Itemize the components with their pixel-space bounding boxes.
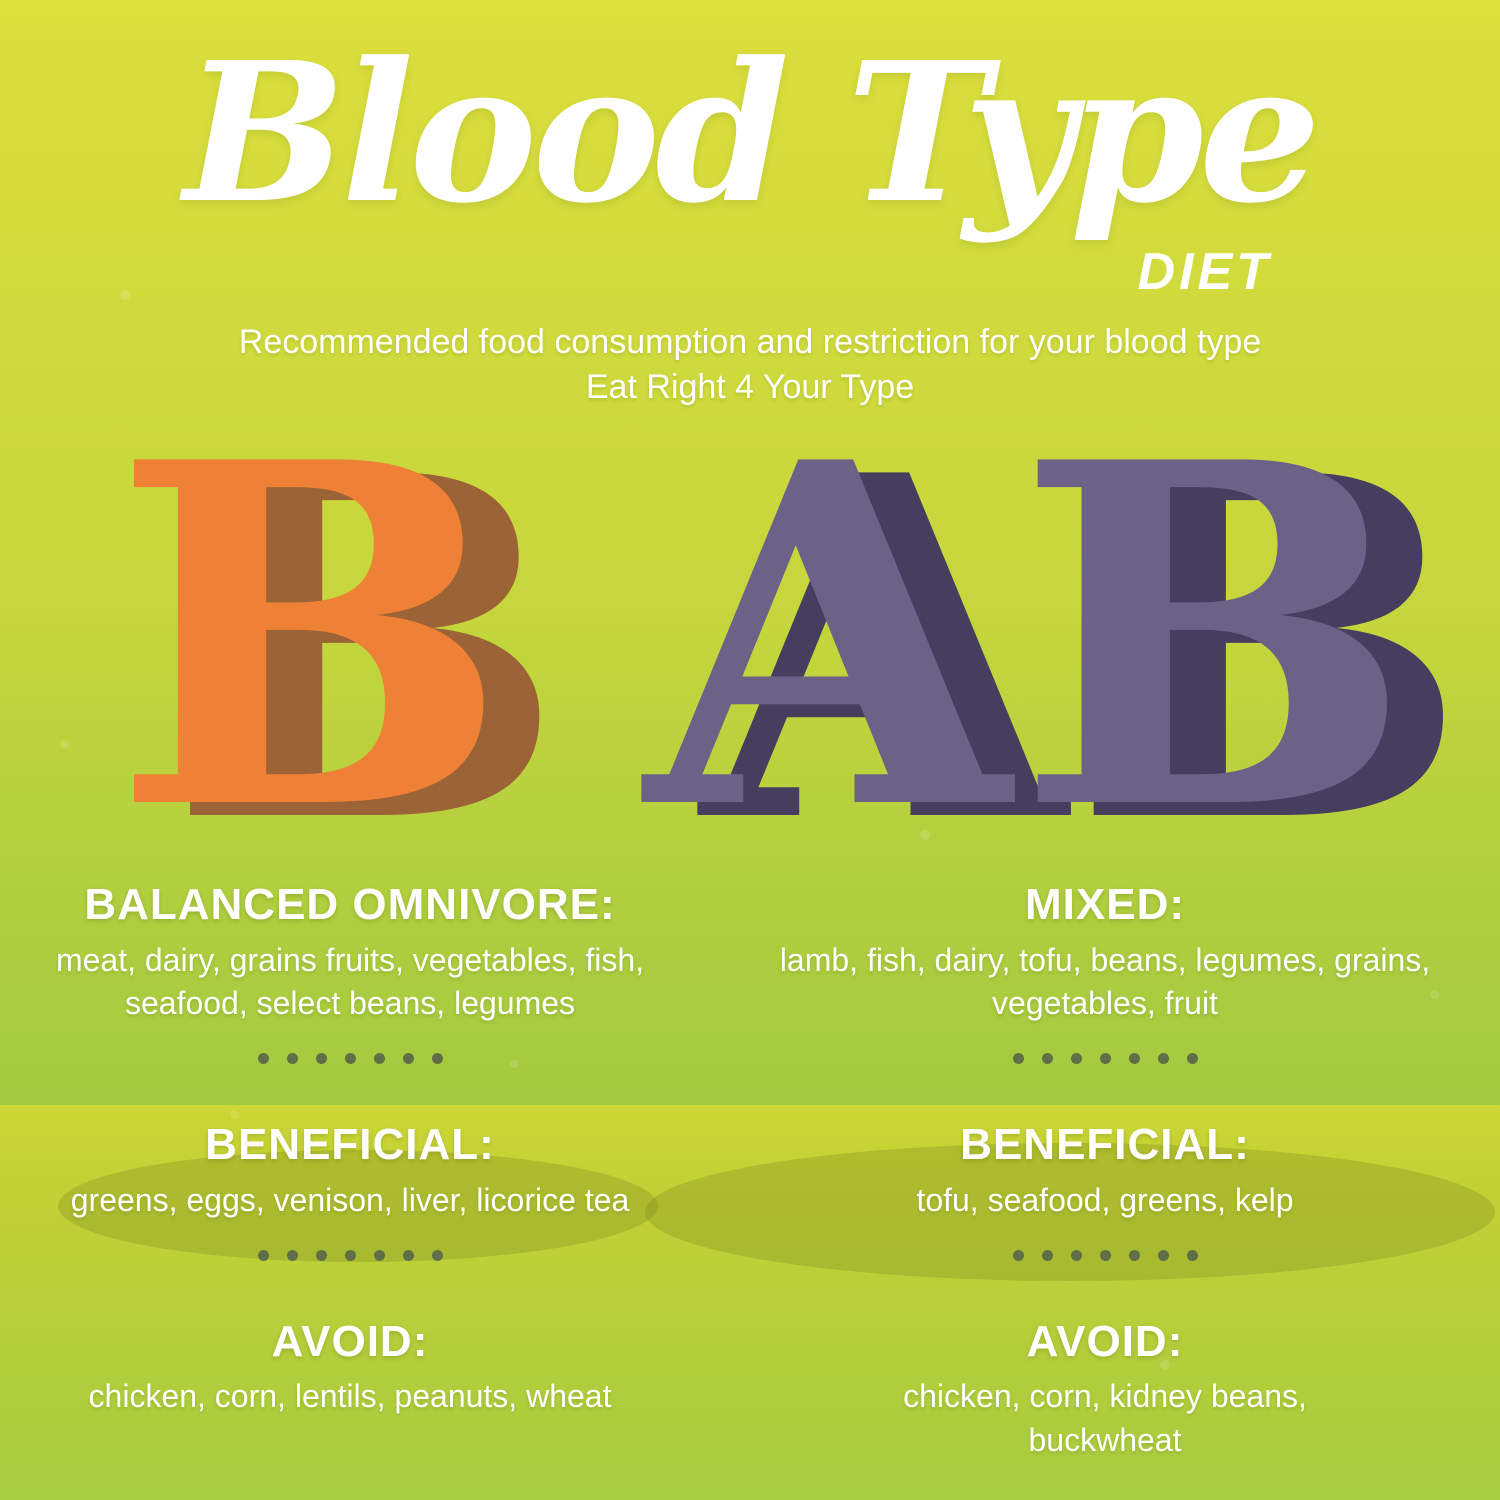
diet-foods-b: meat, dairy, grains fruits, vegetables, … bbox=[55, 941, 645, 1021]
divider-dot bbox=[344, 1052, 356, 1064]
avoid-heading-ab: AVOID: bbox=[1026, 1316, 1184, 1366]
column-blood-type-ab: MIXED: lamb, fish, dairy, tofu, beans, l… bbox=[770, 880, 1440, 1462]
beneficial-heading-ab: BENEFICIAL: bbox=[960, 1119, 1250, 1169]
divider-dot bbox=[1070, 1052, 1082, 1064]
background-speckle bbox=[1300, 570, 1310, 580]
divider-dot bbox=[1157, 1249, 1169, 1261]
background-speckle bbox=[1430, 990, 1439, 999]
subtitle-block: Recommended food consumption and restric… bbox=[0, 320, 1500, 410]
background-speckle bbox=[230, 1110, 239, 1119]
beneficial-foods-b: greens, eggs, venison, liver, licorice t… bbox=[70, 1181, 630, 1218]
diet-heading-ab: MIXED: bbox=[1025, 880, 1185, 929]
background-speckle bbox=[360, 470, 369, 479]
background-speckle bbox=[120, 290, 130, 300]
divider-dot bbox=[1186, 1052, 1198, 1064]
bottom-band bbox=[0, 1105, 1500, 1500]
divider-dot bbox=[1157, 1052, 1169, 1064]
blood-type-ab-letter: AB bbox=[645, 361, 1419, 913]
background-speckle bbox=[60, 740, 69, 749]
divider-dot bbox=[286, 1249, 298, 1261]
dotted-divider bbox=[770, 1052, 1440, 1064]
divider-dot bbox=[1012, 1052, 1024, 1064]
divider-dot bbox=[431, 1052, 443, 1064]
beneficial-heading-b: BENEFICIAL: bbox=[205, 1119, 495, 1169]
divider-dot bbox=[1128, 1052, 1140, 1064]
divider-dot bbox=[373, 1249, 385, 1261]
divider-dot bbox=[315, 1052, 327, 1064]
beneficial-section-b: BENEFICIAL: greens, eggs, venison, liver… bbox=[20, 1120, 680, 1222]
divider-dot bbox=[1128, 1249, 1140, 1261]
divider-dot bbox=[1099, 1249, 1111, 1261]
divider-dot bbox=[286, 1052, 298, 1064]
divider-dot bbox=[1041, 1052, 1053, 1064]
divider-dot bbox=[1012, 1249, 1024, 1261]
background-speckle bbox=[920, 830, 930, 840]
column-blood-type-b: BALANCED OMNIVORE: meat, dairy, grains f… bbox=[20, 880, 680, 1419]
divider-dot bbox=[373, 1052, 385, 1064]
beneficial-section-ab: BENEFICIAL: tofu, seafood, greens, kelp bbox=[770, 1120, 1440, 1222]
divider-dot bbox=[315, 1249, 327, 1261]
divider-dot bbox=[344, 1249, 356, 1261]
divider-dot bbox=[402, 1249, 414, 1261]
avoid-foods-ab: chicken, corn, kidney beans, buckwheat bbox=[903, 1378, 1307, 1458]
divider-dot bbox=[431, 1249, 443, 1261]
diet-section-ab: MIXED: lamb, fish, dairy, tofu, beans, l… bbox=[770, 880, 1440, 1025]
subtitle-line-2: Eat Right 4 Your Type bbox=[585, 367, 915, 406]
title-diet-label: DIET bbox=[1137, 243, 1272, 301]
divider-dot bbox=[257, 1249, 269, 1261]
avoid-section-b: AVOID: chicken, corn, lentils, peanuts, … bbox=[20, 1317, 680, 1419]
diet-section-b: BALANCED OMNIVORE: meat, dairy, grains f… bbox=[20, 880, 680, 1025]
right-shadow-ellipse bbox=[645, 1143, 1495, 1281]
dotted-divider bbox=[20, 1052, 680, 1064]
subtitle-line-1: Recommended food consumption and restric… bbox=[238, 323, 1262, 361]
divider-dot bbox=[257, 1052, 269, 1064]
background-speckle bbox=[1180, 120, 1192, 132]
divider-dot bbox=[402, 1052, 414, 1064]
dotted-divider bbox=[20, 1249, 680, 1261]
background-speckle bbox=[510, 1060, 518, 1068]
left-shadow-ellipse bbox=[58, 1150, 658, 1262]
background-speckle bbox=[1160, 1360, 1170, 1370]
divider-dot bbox=[1070, 1249, 1082, 1261]
diet-foods-ab: lamb, fish, dairy, tofu, beans, legumes,… bbox=[779, 941, 1431, 1021]
page-title: Blood Type bbox=[183, 21, 1321, 246]
beneficial-foods-ab: tofu, seafood, greens, kelp bbox=[916, 1181, 1294, 1218]
divider-dot bbox=[1041, 1249, 1053, 1261]
header: Blood Type bbox=[0, 14, 1500, 254]
dotted-divider bbox=[770, 1249, 1440, 1261]
diet-heading-b: BALANCED OMNIVORE: bbox=[84, 880, 616, 929]
avoid-foods-b: chicken, corn, lentils, peanuts, wheat bbox=[88, 1378, 612, 1415]
avoid-section-ab: AVOID: chicken, corn, kidney beans, buck… bbox=[770, 1317, 1440, 1462]
divider-dot bbox=[1099, 1052, 1111, 1064]
avoid-heading-b: AVOID: bbox=[271, 1316, 429, 1366]
blood-type-b-letter: B bbox=[112, 361, 510, 913]
divider-dot bbox=[1186, 1249, 1198, 1261]
